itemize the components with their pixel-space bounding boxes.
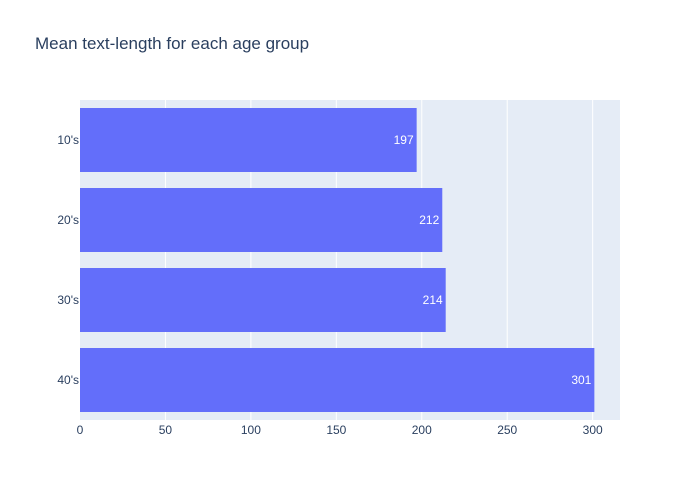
y-tick-label: 30's xyxy=(57,293,79,307)
y-tick-label: 40's xyxy=(57,373,79,387)
bar-0 xyxy=(80,108,417,172)
x-tick-label: 250 xyxy=(497,423,517,437)
x-tick-label: 100 xyxy=(241,423,261,437)
x-tick-label: 300 xyxy=(583,423,603,437)
x-tick-label: 0 xyxy=(77,423,84,437)
y-tick-label: 20's xyxy=(57,213,79,227)
x-tick-label: 200 xyxy=(412,423,432,437)
bar-value-label: 301 xyxy=(571,373,591,387)
bar-value-label: 214 xyxy=(423,293,443,307)
bar-1 xyxy=(80,188,443,252)
bar-value-label: 212 xyxy=(419,213,439,227)
x-tick-label: 50 xyxy=(159,423,173,437)
bar-value-label: 197 xyxy=(394,133,414,147)
y-tick-label: 10's xyxy=(57,133,79,147)
bar-2 xyxy=(80,268,446,332)
chart-title: Mean text-length for each age group xyxy=(35,34,310,53)
bar-3 xyxy=(80,348,595,412)
x-tick-label: 150 xyxy=(326,423,346,437)
